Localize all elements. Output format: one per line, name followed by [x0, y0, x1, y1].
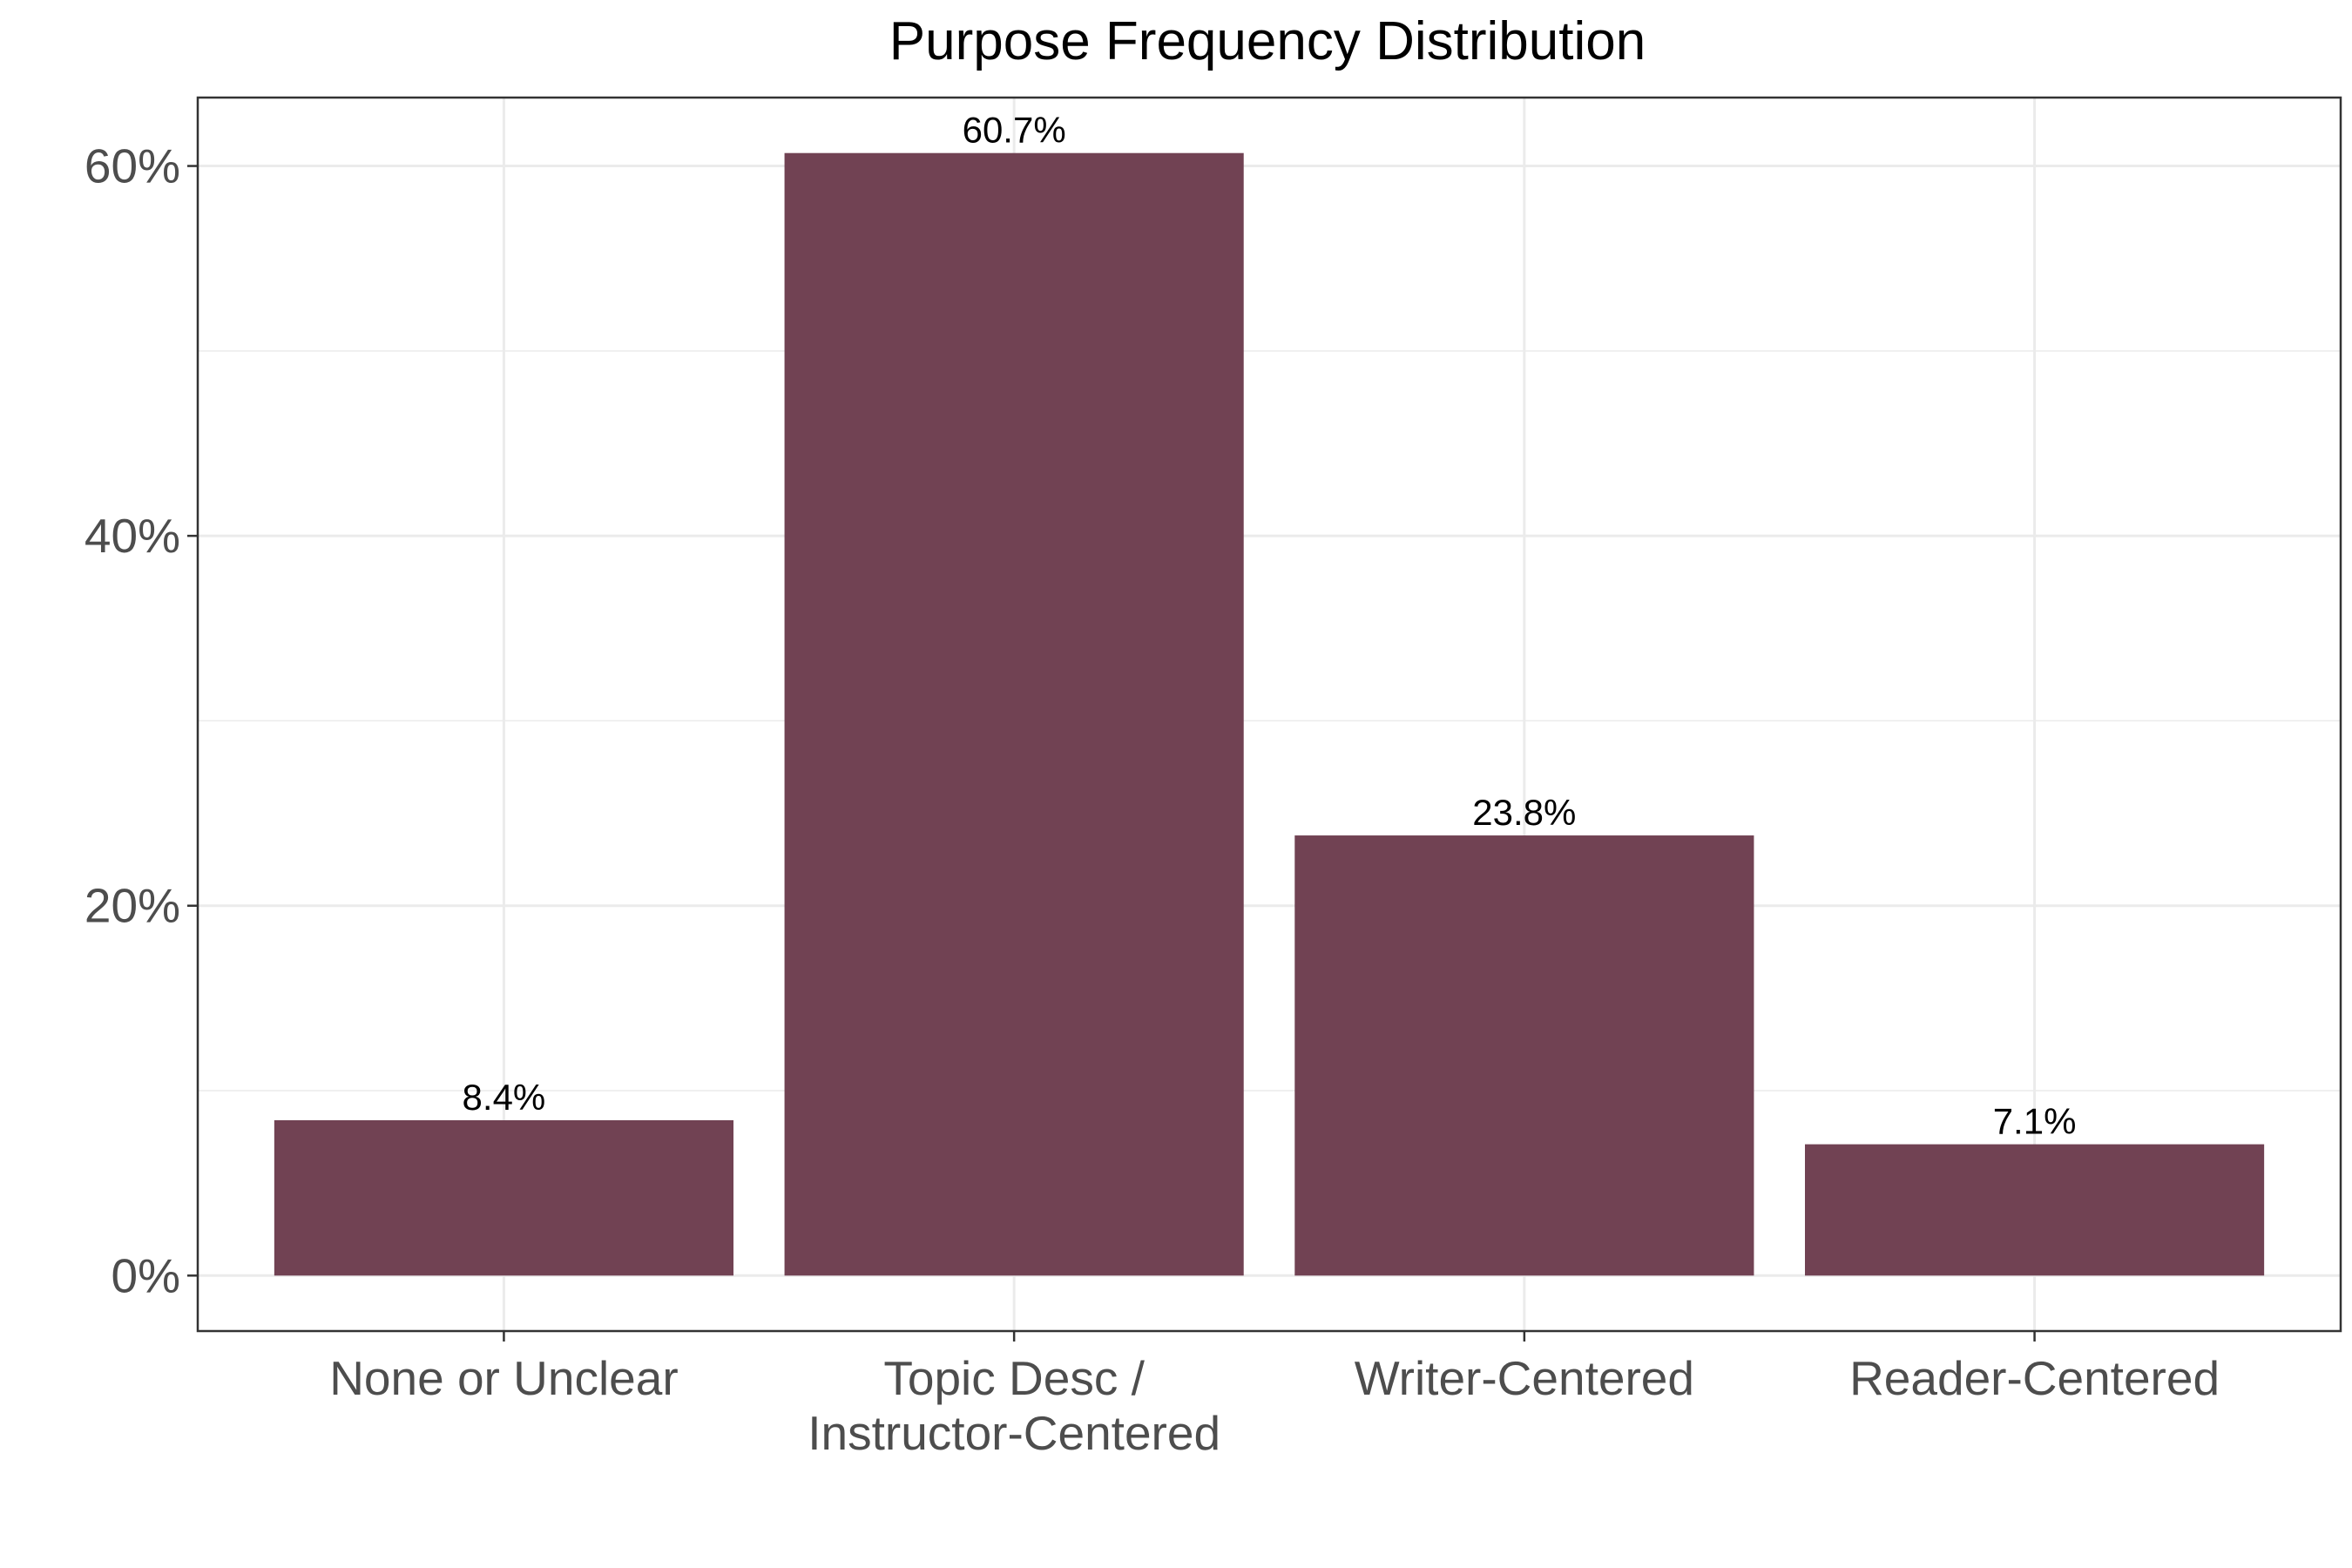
x-tick-label: Instructor-Centered: [808, 1406, 1220, 1460]
bar: [1294, 835, 1754, 1276]
y-tick-label: 40%: [84, 509, 180, 563]
axes: 0% 20% 40% 60% None or Unclear Topic Desc /In…: [84, 139, 2220, 1460]
data-label: 7.1%: [1993, 1101, 2077, 1142]
panel-border: [196, 96, 2342, 1333]
x-tick-label: None or Unclear: [329, 1351, 678, 1405]
y-tick-label: 20%: [84, 879, 180, 933]
data-label: 8.4%: [463, 1077, 546, 1118]
x-tick-label: Writer-Centered: [1355, 1351, 1694, 1405]
data-label: 23.8%: [1472, 792, 1576, 833]
x-tick-label: Topic Desc /: [883, 1351, 1145, 1405]
bars: [274, 152, 2265, 1276]
y-tick-label: 0%: [112, 1248, 181, 1302]
data-labels: 8.4% 60.7% 23.8% 7.1%: [463, 110, 2077, 1142]
bar: [274, 1119, 733, 1276]
chart-title: Purpose Frequency Distribution: [889, 11, 1646, 71]
bar: [784, 152, 1244, 1276]
x-tick-label: Reader-Centered: [1849, 1351, 2220, 1405]
bar: [1805, 1144, 2265, 1276]
y-tick-label: 60%: [84, 139, 180, 193]
data-label: 60.7%: [963, 110, 1066, 151]
